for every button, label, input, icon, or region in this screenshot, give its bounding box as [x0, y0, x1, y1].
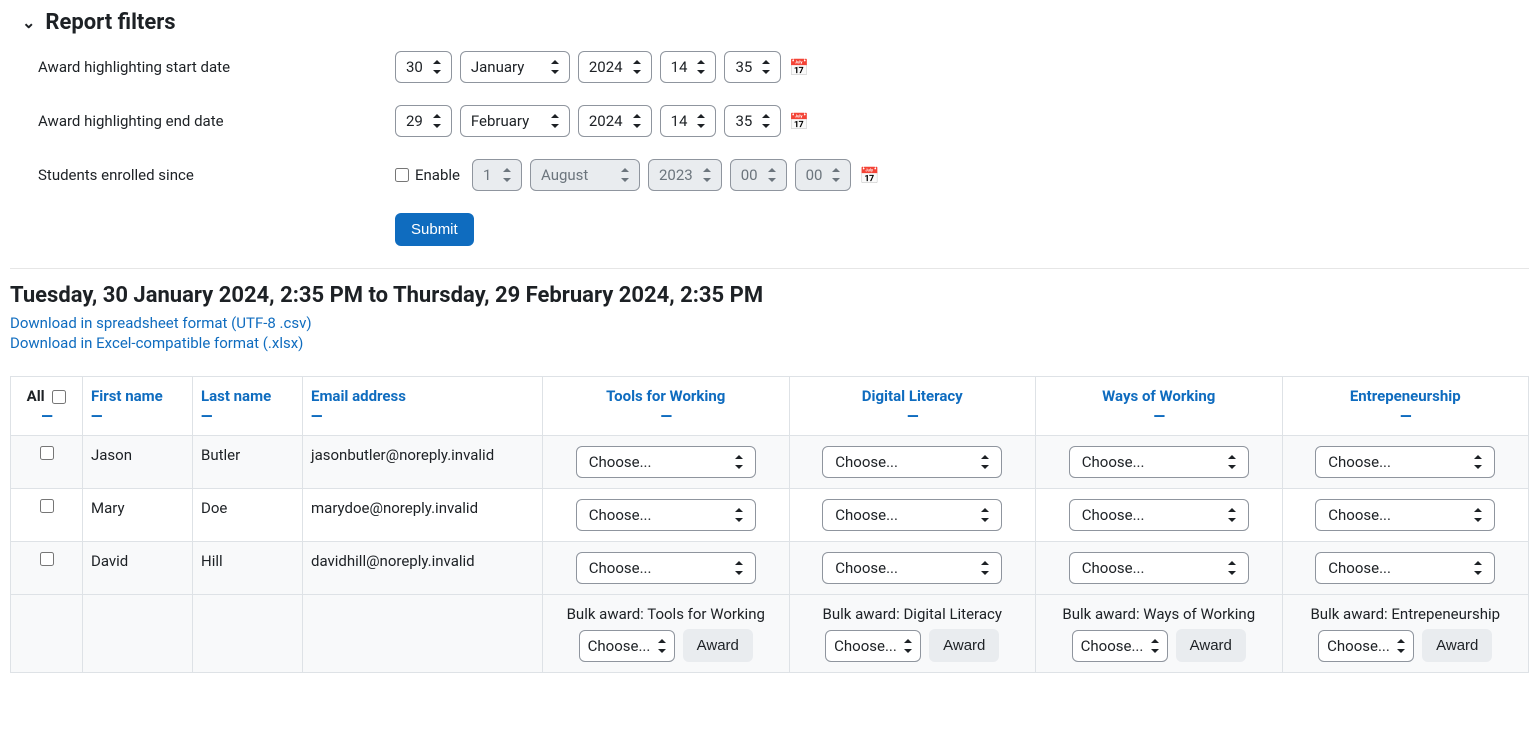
- award-select[interactable]: Choose...: [576, 552, 756, 584]
- cell-last-name: Butler: [193, 436, 303, 489]
- enrolled-month-select: August: [530, 159, 640, 191]
- cell-first-name: David: [83, 542, 193, 595]
- report-filters-header[interactable]: ⌄ Report filters: [22, 10, 1529, 35]
- award-select[interactable]: Choose...: [822, 446, 1002, 478]
- cell-first-name: Jason: [83, 436, 193, 489]
- th-all: All —: [11, 377, 83, 436]
- bulk-award-button[interactable]: Award: [1422, 629, 1492, 662]
- start-minute-select[interactable]: 35: [724, 51, 781, 83]
- download-xlsx-link[interactable]: Download in Excel-compatible format (.xl…: [10, 334, 303, 352]
- collapse-icon[interactable]: —: [798, 407, 1028, 425]
- cell-last-name: Doe: [193, 489, 303, 542]
- collapse-icon[interactable]: —: [1044, 407, 1274, 425]
- th-last-name[interactable]: Last name —: [193, 377, 303, 436]
- enable-checkbox[interactable]: [395, 168, 409, 182]
- bulk-award-select[interactable]: Choose...: [825, 630, 921, 662]
- enrolled-year-select: 2023: [648, 159, 722, 191]
- th-competency-3[interactable]: Entrepeneurship —: [1282, 377, 1529, 436]
- filter-row-start-date: Award highlighting start date 30 January…: [10, 51, 1529, 83]
- th-first-name[interactable]: First name —: [83, 377, 193, 436]
- th-competency-2[interactable]: Ways of Working —: [1036, 377, 1283, 436]
- table-row: DavidHilldavidhill@noreply.invalid Choose…: [11, 542, 1529, 595]
- filter-row-submit: Submit: [10, 213, 1529, 246]
- award-select[interactable]: Choose...: [1069, 552, 1249, 584]
- submit-button[interactable]: Submit: [395, 213, 474, 246]
- date-range-heading: Tuesday, 30 January 2024, 2:35 PM to Thu…: [10, 283, 1529, 308]
- select-all-checkbox[interactable]: [52, 390, 66, 404]
- cell-email: jasonbutler@noreply.invalid: [303, 436, 543, 489]
- end-month-select[interactable]: February: [460, 105, 570, 137]
- start-month-select[interactable]: January: [460, 51, 570, 83]
- bulk-award-select[interactable]: Choose...: [1072, 630, 1168, 662]
- cell-first-name: Mary: [83, 489, 193, 542]
- enrolled-since-label: Students enrolled since: [10, 166, 395, 184]
- report-filters-title: Report filters: [45, 10, 175, 35]
- download-csv-link[interactable]: Download in spreadsheet format (UTF-8 .c…: [10, 314, 312, 332]
- chevron-down-icon: ⌄: [22, 13, 35, 32]
- enrolled-hour-select: 00: [730, 159, 787, 191]
- collapse-icon[interactable]: —: [1291, 407, 1521, 425]
- calendar-icon: 📅: [859, 166, 879, 185]
- report-table: All — First name — Last name — Email add…: [10, 376, 1529, 673]
- award-select[interactable]: Choose...: [1069, 499, 1249, 531]
- award-select[interactable]: Choose...: [822, 499, 1002, 531]
- bulk-award-label: Bulk award: Digital Literacy: [798, 605, 1028, 623]
- enrolled-day-select: 1: [472, 159, 522, 191]
- collapse-icon[interactable]: —: [91, 407, 184, 425]
- bulk-award-button[interactable]: Award: [1176, 629, 1246, 662]
- end-minute-select[interactable]: 35: [724, 105, 781, 137]
- th-competency-1[interactable]: Digital Literacy —: [789, 377, 1036, 436]
- enable-label: Enable: [415, 166, 460, 184]
- calendar-icon[interactable]: 📅: [789, 112, 809, 131]
- collapse-icon[interactable]: —: [551, 407, 781, 425]
- award-select[interactable]: Choose...: [822, 552, 1002, 584]
- end-day-select[interactable]: 29: [395, 105, 452, 137]
- enable-checkbox-wrapper[interactable]: Enable: [395, 166, 460, 184]
- bulk-award-row: Bulk award: Tools for Working Choose... …: [11, 595, 1529, 673]
- filter-row-end-date: Award highlighting end date 29 February …: [10, 105, 1529, 137]
- cell-email: davidhill@noreply.invalid: [303, 542, 543, 595]
- bulk-award-label: Bulk award: Entrepeneurship: [1291, 605, 1521, 623]
- table-row: JasonButlerjasonbutler@noreply.invalid Ch…: [11, 436, 1529, 489]
- award-select[interactable]: Choose...: [1315, 552, 1495, 584]
- bulk-award-select[interactable]: Choose...: [1318, 630, 1414, 662]
- table-row: MaryDoemarydoe@noreply.invalid Choose... C…: [11, 489, 1529, 542]
- collapse-icon[interactable]: —: [201, 407, 294, 425]
- end-year-select[interactable]: 2024: [578, 105, 652, 137]
- cell-last-name: Hill: [193, 542, 303, 595]
- th-competency-0[interactable]: Tools for Working —: [543, 377, 790, 436]
- bulk-award-button[interactable]: Award: [929, 629, 999, 662]
- award-select[interactable]: Choose...: [1315, 446, 1495, 478]
- award-select[interactable]: Choose...: [1315, 499, 1495, 531]
- collapse-icon[interactable]: —: [311, 407, 534, 425]
- bulk-award-select[interactable]: Choose...: [579, 630, 675, 662]
- bulk-award-button[interactable]: Award: [683, 629, 753, 662]
- award-select[interactable]: Choose...: [576, 446, 756, 478]
- enrolled-minute-select: 00: [795, 159, 852, 191]
- start-day-select[interactable]: 30: [395, 51, 452, 83]
- filter-row-enrolled-since: Students enrolled since Enable 1 August …: [10, 159, 1529, 191]
- table-header-row: All — First name — Last name — Email add…: [11, 377, 1529, 436]
- row-checkbox[interactable]: [40, 552, 54, 566]
- collapse-icon[interactable]: —: [19, 407, 74, 425]
- section-divider: [10, 268, 1529, 269]
- bulk-award-label: Bulk award: Ways of Working: [1044, 605, 1274, 623]
- row-checkbox[interactable]: [40, 499, 54, 513]
- start-date-label: Award highlighting start date: [10, 58, 395, 76]
- end-date-label: Award highlighting end date: [10, 112, 395, 130]
- calendar-icon[interactable]: 📅: [789, 58, 809, 77]
- th-email[interactable]: Email address —: [303, 377, 543, 436]
- start-hour-select[interactable]: 14: [660, 51, 717, 83]
- award-select[interactable]: Choose...: [1069, 446, 1249, 478]
- end-hour-select[interactable]: 14: [660, 105, 717, 137]
- start-year-select[interactable]: 2024: [578, 51, 652, 83]
- cell-email: marydoe@noreply.invalid: [303, 489, 543, 542]
- bulk-award-label: Bulk award: Tools for Working: [551, 605, 781, 623]
- award-select[interactable]: Choose...: [576, 499, 756, 531]
- row-checkbox[interactable]: [40, 446, 54, 460]
